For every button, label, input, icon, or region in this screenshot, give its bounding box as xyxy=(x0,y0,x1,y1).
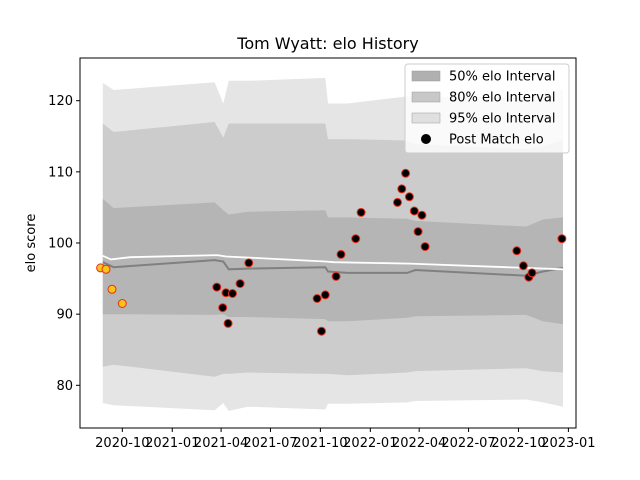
post-match-point xyxy=(417,210,427,220)
legend-swatch xyxy=(411,112,441,124)
y-tick-label: 80 xyxy=(56,379,73,394)
legend-box xyxy=(404,63,570,154)
post-match-point xyxy=(512,246,522,256)
interval-bands xyxy=(102,77,564,411)
post-match-point xyxy=(218,303,228,313)
post-match-point xyxy=(413,227,423,237)
post-match-point xyxy=(518,261,528,271)
x-tick-label: 2022-10 xyxy=(491,436,545,451)
x-tick-label: 2021-07 xyxy=(243,436,297,451)
post-match-point xyxy=(331,271,341,281)
post-match-point xyxy=(228,289,237,298)
legend-marker xyxy=(421,134,431,144)
x-axis: 2020-102021-012021-042021-072021-102022-… xyxy=(95,428,596,451)
median-line xyxy=(102,259,564,277)
post-match-point xyxy=(397,184,407,194)
post-match-point xyxy=(393,197,402,207)
early-match-point xyxy=(117,299,127,308)
x-tick-label: 2021-04 xyxy=(194,436,248,451)
post-match-point xyxy=(557,234,567,244)
match-points xyxy=(96,168,567,336)
post-match-point xyxy=(312,294,322,303)
post-match-point xyxy=(401,168,411,178)
legend: 50% elo Interval 80% elo Interval 95% elo … xyxy=(404,63,570,154)
post-match-point xyxy=(409,206,419,216)
x-tick-label: 2021-01 xyxy=(145,436,199,451)
legend-label: 95% elo Interval xyxy=(449,112,556,127)
post-match-point xyxy=(351,234,361,244)
y-tick-label: 100 xyxy=(48,237,73,252)
post-match-point xyxy=(356,207,366,217)
x-tick-label: 2021-10 xyxy=(293,436,347,451)
y-tick-label: 90 xyxy=(56,308,73,323)
y-axis: 80 90 100 110 120 xyxy=(48,94,80,394)
post-match-point xyxy=(320,290,330,300)
post-match-point xyxy=(404,192,414,202)
post-match-point xyxy=(244,258,254,268)
legend-label: 80% elo Interval xyxy=(449,91,556,106)
legend-label: Post Match elo xyxy=(449,133,544,148)
post-match-point xyxy=(336,249,346,259)
post-match-point xyxy=(212,282,222,292)
early-match-point xyxy=(101,264,111,274)
x-tick-label: 2022-01 xyxy=(343,436,397,451)
legend-swatch xyxy=(411,91,441,103)
early-match-point xyxy=(107,284,117,294)
y-tick-label: 110 xyxy=(48,165,73,180)
y-tick-label: 120 xyxy=(48,94,73,109)
post-match-point xyxy=(527,268,537,278)
y-axis-label: elo score xyxy=(24,214,39,273)
legend-swatch xyxy=(411,70,441,82)
trend-lines xyxy=(102,254,564,277)
x-tick-label: 2020-10 xyxy=(95,436,149,451)
post-match-point xyxy=(420,242,430,252)
mean-elo-line xyxy=(102,254,564,271)
post-match-point xyxy=(235,279,245,289)
x-tick-label: 2022-04 xyxy=(392,436,446,451)
post-match-point xyxy=(317,326,326,336)
legend-label: 50% elo Interval xyxy=(449,70,556,85)
post-match-point xyxy=(223,318,233,328)
x-tick-label: 2022-07 xyxy=(441,436,495,451)
chart-title: Tom Wyatt: elo History xyxy=(236,34,418,53)
x-tick-label: 2023-01 xyxy=(541,436,595,451)
